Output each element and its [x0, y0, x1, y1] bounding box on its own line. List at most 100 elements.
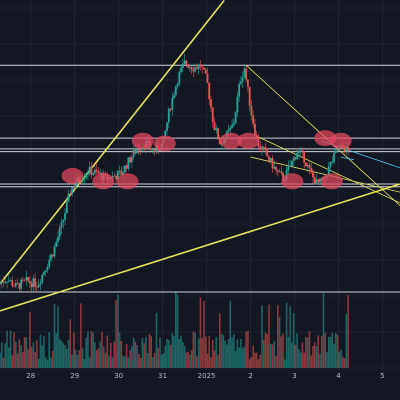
candle-body[interactable]	[245, 68, 248, 80]
candle-body[interactable]	[14, 282, 17, 287]
candle-body[interactable]	[204, 69, 207, 74]
candle-body[interactable]	[32, 278, 35, 288]
candle-body[interactable]	[331, 161, 334, 163]
candle-body[interactable]	[218, 139, 221, 145]
candle-body[interactable]	[227, 129, 230, 132]
candle-body[interactable]	[164, 130, 167, 137]
candle-body[interactable]	[196, 67, 198, 70]
candle-body[interactable]	[343, 146, 346, 152]
candle-body[interactable]	[37, 284, 40, 287]
candle-body[interactable]	[2, 281, 5, 283]
candle-body[interactable]	[269, 157, 272, 161]
candle-body[interactable]	[243, 68, 246, 78]
candle-body[interactable]	[4, 282, 7, 283]
candle-body[interactable]	[130, 157, 133, 163]
candle-body[interactable]	[319, 178, 321, 183]
candle-body[interactable]	[188, 66, 191, 68]
candle-body[interactable]	[60, 221, 63, 228]
candle-body[interactable]	[187, 64, 190, 68]
candle-body[interactable]	[51, 254, 54, 257]
candle-body[interactable]	[92, 173, 95, 175]
candle-body[interactable]	[306, 164, 309, 167]
candle-body[interactable]	[315, 179, 318, 185]
candle-body[interactable]	[252, 115, 255, 124]
candle-body[interactable]	[99, 172, 102, 174]
candle-body[interactable]	[67, 193, 70, 202]
candle-body[interactable]	[282, 172, 284, 181]
highlight-marker[interactable]	[219, 132, 242, 149]
candle-body[interactable]	[217, 128, 219, 140]
candle-body[interactable]	[41, 274, 44, 283]
candle-body[interactable]	[280, 171, 283, 173]
candle-body[interactable]	[13, 285, 15, 287]
candle-body[interactable]	[190, 66, 193, 70]
candle-body[interactable]	[28, 281, 31, 283]
candle-body[interactable]	[310, 168, 313, 173]
candle-body[interactable]	[18, 283, 21, 289]
candle-body[interactable]	[46, 266, 49, 271]
candle-body[interactable]	[95, 169, 98, 172]
candle-body[interactable]	[334, 150, 337, 153]
candle-body[interactable]	[153, 149, 156, 153]
candle-body[interactable]	[72, 187, 75, 189]
candle-body[interactable]	[261, 146, 263, 149]
trendline[interactable]	[0, 183, 400, 312]
candle-body[interactable]	[232, 123, 235, 126]
candle-body[interactable]	[199, 64, 202, 67]
candle-body[interactable]	[0, 282, 1, 284]
candle-body[interactable]	[171, 97, 174, 110]
candle-body[interactable]	[298, 151, 300, 154]
candle-body[interactable]	[262, 146, 265, 148]
highlight-marker[interactable]	[61, 167, 84, 184]
highlight-marker[interactable]	[320, 173, 343, 190]
highlight-marker[interactable]	[153, 135, 176, 152]
candle-body[interactable]	[79, 181, 82, 183]
candle-body[interactable]	[57, 236, 59, 242]
candle-body[interactable]	[185, 60, 188, 65]
candle-body[interactable]	[44, 270, 47, 273]
candle-body[interactable]	[336, 150, 339, 152]
candle-body[interactable]	[275, 166, 277, 171]
candle-body[interactable]	[229, 127, 232, 130]
candle-body[interactable]	[271, 157, 274, 169]
highlight-marker[interactable]	[281, 173, 304, 190]
candle-body[interactable]	[27, 276, 30, 282]
candle-body[interactable]	[9, 280, 12, 281]
candle-body[interactable]	[180, 67, 182, 72]
candle-body[interactable]	[241, 77, 244, 82]
highlight-marker[interactable]	[116, 173, 139, 190]
candle-body[interactable]	[294, 157, 297, 160]
candle-body[interactable]	[231, 125, 233, 128]
trendlines[interactable]	[0, 0, 400, 312]
candle-body[interactable]	[30, 282, 33, 288]
candle-body[interactable]	[21, 279, 24, 281]
candle-body[interactable]	[215, 128, 218, 130]
candle-body[interactable]	[64, 213, 66, 220]
candle-body[interactable]	[55, 241, 58, 247]
candle-body[interactable]	[273, 166, 276, 169]
candle-body[interactable]	[141, 147, 144, 151]
candle-body[interactable]	[317, 179, 320, 183]
candle-body[interactable]	[123, 165, 126, 173]
candle-body[interactable]	[115, 176, 117, 180]
candle-body[interactable]	[16, 282, 19, 284]
candle-body[interactable]	[266, 150, 269, 157]
candle-body[interactable]	[264, 147, 267, 151]
candle-body[interactable]	[333, 152, 335, 162]
candle-body[interactable]	[192, 69, 195, 72]
candle-body[interactable]	[167, 108, 170, 123]
candle-body[interactable]	[127, 157, 130, 169]
trendline[interactable]	[340, 156, 354, 161]
candle-body[interactable]	[43, 272, 45, 275]
candle-body[interactable]	[268, 156, 270, 161]
candle-body[interactable]	[208, 82, 211, 100]
candle-body[interactable]	[69, 193, 72, 195]
candle-body[interactable]	[134, 149, 137, 154]
candle-body[interactable]	[34, 278, 37, 287]
candle-body[interactable]	[48, 260, 51, 267]
candle-body[interactable]	[36, 286, 38, 288]
candle-body[interactable]	[345, 146, 348, 152]
candle-body[interactable]	[327, 166, 330, 177]
